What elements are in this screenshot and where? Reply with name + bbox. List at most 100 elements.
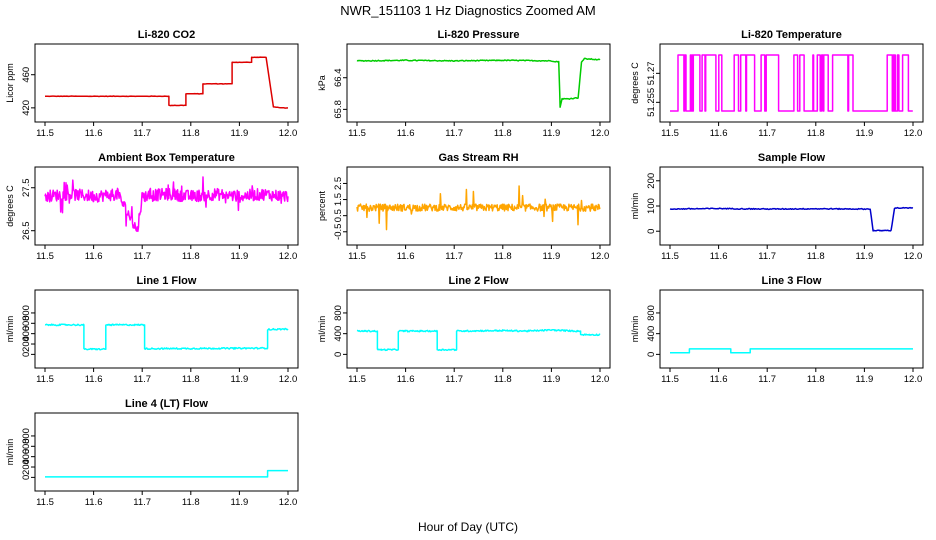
x-tick-label: 12.0 <box>904 374 923 385</box>
y-tick-label: 2.5 <box>333 177 344 190</box>
x-tick-label: 11.9 <box>231 128 249 139</box>
y-tick-label: 0 <box>21 475 32 480</box>
y-axis-label: ml/min <box>5 316 15 343</box>
x-tick-label: 11.8 <box>494 128 512 139</box>
panel-grid: Li-820 CO2 11.5 11.6 11.7 11.8 11.9 12.0 420 460… <box>5 29 924 508</box>
plot-frame <box>34 43 299 123</box>
x-tick-label: 11.7 <box>445 251 463 262</box>
panel-title: Gas Stream RH <box>438 152 518 164</box>
panel-4: Ambient Box Temperature 11.5 11.6 11.7 11.8 1… <box>5 152 299 262</box>
y-tick-label: 800 <box>646 305 657 321</box>
x-tick-label: 11.7 <box>133 251 151 262</box>
y-tick-label: 51.27 <box>646 61 657 85</box>
x-tick-label: 11.5 <box>36 128 54 139</box>
panel-title: Ambient Box Temperature <box>98 152 235 164</box>
x-tick-label: 12.0 <box>591 128 610 139</box>
x-tick-label: 11.8 <box>494 251 512 262</box>
y-tick-label: 800 <box>333 305 344 321</box>
plot-frame <box>34 166 299 246</box>
panel-2: Li-820 Pressure 11.5 11.6 11.7 11.8 11.9 12.0 6… <box>317 29 611 139</box>
panel-title: Line 2 Flow <box>449 275 509 287</box>
plot-frame <box>659 43 924 123</box>
x-tick-label: 12.0 <box>279 128 298 139</box>
panel-title: Line 1 Flow <box>137 275 197 287</box>
x-tick-label: 11.7 <box>133 374 151 385</box>
y-tick-label: 65.8 <box>333 100 344 119</box>
x-tick-label: 11.8 <box>182 251 200 262</box>
y-tick-label: 27.5 <box>21 178 32 197</box>
x-tick-label: 11.7 <box>758 251 776 262</box>
x-tick-label: 11.6 <box>710 128 728 139</box>
x-tick-label: 11.9 <box>231 374 249 385</box>
x-tick-label: 11.9 <box>856 374 874 385</box>
panel-title: Line 4 (LT) Flow <box>125 398 208 410</box>
plot-frame <box>34 289 299 369</box>
x-tick-label: 11.7 <box>133 497 151 508</box>
x-tick-label: 11.5 <box>661 251 679 262</box>
x-tick-label: 11.5 <box>661 374 679 385</box>
series-line <box>45 469 288 478</box>
y-tick-label: 600 <box>21 438 32 454</box>
y-tick-label: 400 <box>21 449 32 465</box>
y-tick-label: 100 <box>646 198 657 214</box>
y-tick-label: 200 <box>21 459 32 475</box>
panel-10: Line 4 (LT) Flow 11.5 11.6 11.7 11.8 11.9 12.0… <box>5 398 299 508</box>
x-tick-label: 11.7 <box>758 374 776 385</box>
panel-title: Li-820 Temperature <box>741 29 842 41</box>
panel-6: Sample Flow 11.5 11.6 11.7 11.8 11.9 12.0 0 100 2… <box>630 152 924 262</box>
x-tick-label: 11.6 <box>85 497 103 508</box>
x-tick-label: 11.7 <box>133 128 151 139</box>
x-tick-label: 11.5 <box>348 374 366 385</box>
x-tick-label: 12.0 <box>279 374 298 385</box>
x-tick-label: 11.9 <box>543 128 561 139</box>
x-tick-label: 12.0 <box>591 251 610 262</box>
y-tick-label: 400 <box>333 326 344 342</box>
y-tick-label: 600 <box>21 315 32 331</box>
x-tick-label: 11.9 <box>856 251 874 262</box>
x-tick-label: 12.0 <box>904 251 923 262</box>
x-tick-label: 11.6 <box>710 374 728 385</box>
y-tick-label: 800 <box>21 305 32 321</box>
x-tick-label: 11.5 <box>348 251 366 262</box>
y-tick-label: 400 <box>646 326 657 342</box>
series-line <box>44 323 289 351</box>
panel-3: Li-820 Temperature 11.5 11.6 11.7 11.8 11.9 12… <box>630 29 924 139</box>
series-line <box>669 54 913 112</box>
y-axis-label: degrees C <box>630 62 640 104</box>
panel-7: Line 1 Flow 11.5 11.6 11.7 11.8 11.9 12.0 02004… <box>5 275 299 385</box>
plot-frame <box>659 166 924 246</box>
y-axis-label: kPa <box>317 75 327 91</box>
plot-frame <box>34 412 299 492</box>
y-axis-label: ml/min <box>630 193 640 220</box>
series-line <box>670 348 913 354</box>
x-tick-label: 11.8 <box>807 251 825 262</box>
x-tick-label: 11.8 <box>182 128 200 139</box>
x-tick-label: 11.9 <box>856 128 874 139</box>
y-tick-label: 51.255 <box>646 88 657 117</box>
x-tick-label: 11.9 <box>543 374 561 385</box>
x-tick-label: 11.9 <box>231 251 249 262</box>
x-tick-label: 11.8 <box>494 374 512 385</box>
y-tick-label: -0.5 <box>333 224 344 240</box>
x-tick-label: 11.5 <box>36 374 54 385</box>
x-tick-label: 11.5 <box>36 251 54 262</box>
y-tick-label: 0 <box>646 352 657 357</box>
x-tick-label: 11.6 <box>85 374 103 385</box>
series-line <box>669 206 914 232</box>
y-tick-label: 26.5 <box>21 221 32 240</box>
y-tick-label: 0 <box>21 352 32 357</box>
x-tick-label: 11.7 <box>445 128 463 139</box>
panel-title: Line 3 Flow <box>762 275 822 287</box>
y-tick-label: 460 <box>21 67 32 83</box>
figure-title: NWR_151103 1 Hz Diagnostics Zoomed AM <box>340 3 596 18</box>
x-tick-label: 11.8 <box>807 128 825 139</box>
y-axis-label: ml/min <box>317 316 327 343</box>
y-tick-label: 200 <box>646 173 657 189</box>
x-tick-label: 11.8 <box>807 374 825 385</box>
panel-1: Li-820 CO2 11.5 11.6 11.7 11.8 11.9 12.0 420 460… <box>5 29 299 139</box>
x-tick-label: 11.6 <box>85 251 103 262</box>
x-tick-label: 12.0 <box>279 251 298 262</box>
y-tick-label: 420 <box>21 100 32 116</box>
x-tick-label: 11.6 <box>85 128 103 139</box>
y-axis-label: Licor ppm <box>5 63 15 103</box>
